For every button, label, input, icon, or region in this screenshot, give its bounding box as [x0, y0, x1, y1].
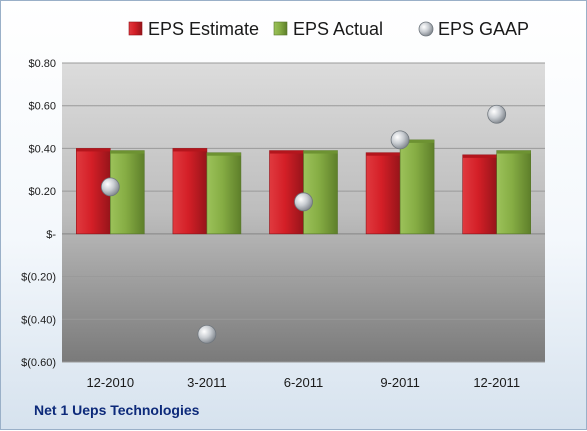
y-tick-label: $0.20 — [28, 186, 56, 198]
legend-swatch-actual — [273, 21, 288, 36]
gaap-marker — [197, 324, 217, 344]
x-tick-label: 6-2011 — [284, 375, 324, 390]
estimate-bar-cap — [366, 152, 401, 156]
estimate-bar — [172, 148, 208, 235]
y-tick-label: $(0.60) — [21, 357, 56, 369]
bars — [76, 139, 532, 235]
actual-bar — [303, 150, 338, 235]
estimate-bar-cap — [172, 148, 207, 152]
estimate-bar-cap — [462, 154, 497, 158]
actual-bar-cap — [400, 139, 435, 143]
actual-bar-cap — [303, 150, 338, 154]
actual-bar-cap — [496, 150, 531, 154]
gaap-marker — [100, 177, 120, 197]
y-tick-label: $- — [46, 229, 56, 241]
estimate-bar-cap — [76, 148, 111, 152]
actual-bar — [496, 150, 532, 235]
legend-label-actual: EPS Actual — [293, 19, 383, 39]
actual-bar-cap — [110, 150, 145, 154]
actual-bar — [399, 139, 435, 235]
legend-swatch-estimate — [128, 21, 143, 36]
x-tick-label: 9-2011 — [380, 375, 420, 390]
y-tick-label: $0.80 — [28, 58, 56, 70]
legend-label-estimate: EPS Estimate — [148, 19, 259, 39]
legend-swatch-gaap — [418, 21, 434, 37]
y-tick-label: $0.40 — [28, 143, 56, 155]
gaap-markers — [100, 104, 507, 344]
estimate-bar — [269, 150, 304, 235]
legend-label-gaap: EPS GAAP — [438, 19, 529, 39]
x-tick-label: 12-2010 — [86, 375, 134, 390]
actual-bar-cap — [206, 152, 241, 156]
x-tick-label: 3-2011 — [187, 375, 227, 390]
y-axis-ticks: $0.80 $0.60 $0.40 $0.20 $- $(0.20) $(0.40) $(0.… — [21, 58, 56, 369]
legend: EPS Estimate EPS Actual EPS GAAP — [128, 19, 529, 39]
company-name: Net 1 Ueps Technologies — [34, 402, 200, 418]
estimate-bar — [365, 152, 401, 235]
x-tick-label: 12-2011 — [473, 375, 520, 390]
actual-bar — [110, 150, 145, 235]
y-tick-label: $(0.20) — [21, 272, 56, 284]
estimate-bar — [462, 154, 498, 235]
gaap-marker — [487, 104, 507, 124]
y-tick-label: $(0.40) — [21, 314, 56, 326]
estimate-bar-cap — [269, 150, 304, 154]
x-axis-ticks: 12-2010 3-2011 6-2011 9-2011 12-2011 — [86, 375, 520, 390]
gaap-marker — [390, 130, 410, 150]
gaap-marker — [294, 192, 313, 212]
y-tick-label: $0.60 — [28, 101, 56, 113]
actual-bar — [206, 152, 242, 235]
